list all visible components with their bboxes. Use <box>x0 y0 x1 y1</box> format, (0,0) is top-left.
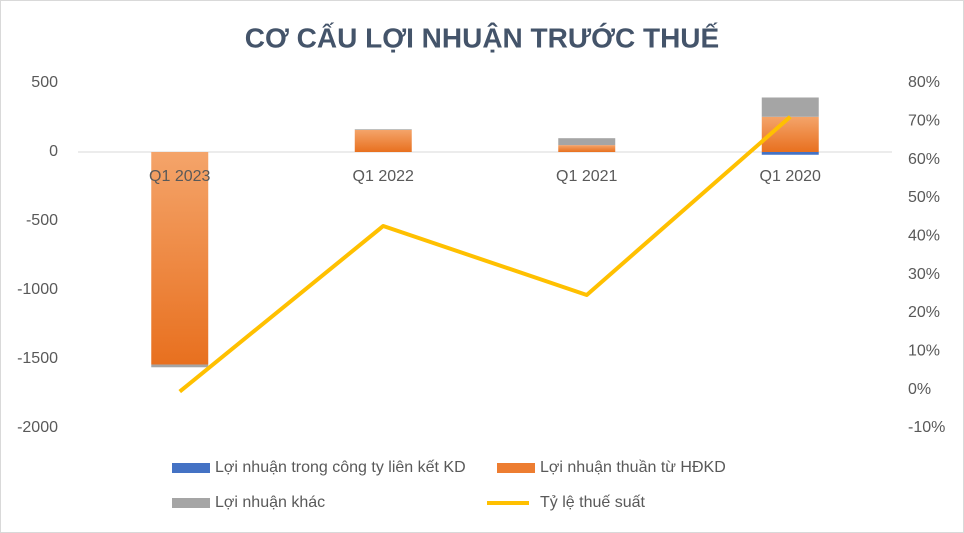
bar <box>151 152 209 365</box>
y2-tick-label: 30% <box>908 266 940 283</box>
y-tick-label: -2000 <box>17 419 58 436</box>
y2-tick-label: 80% <box>908 74 940 91</box>
y2-tick-label: 0% <box>908 381 931 398</box>
y2-tick-label: 50% <box>908 189 940 206</box>
bar <box>354 129 412 130</box>
y-tick-label: 500 <box>31 74 58 91</box>
bar <box>761 97 819 117</box>
y-tick-label: 0 <box>49 143 58 160</box>
line <box>178 115 792 394</box>
y-tick-label: -1000 <box>17 281 58 298</box>
x-tick-label: Q1 2020 <box>760 168 821 185</box>
bar <box>761 152 819 155</box>
y2-tick-label: 20% <box>908 304 940 321</box>
legend-swatch <box>172 463 210 473</box>
y-tick-label: -1500 <box>17 350 58 367</box>
bar <box>558 145 616 152</box>
y2-tick-label: 40% <box>908 228 940 245</box>
legend-label: Lợi nhuận khác <box>215 494 325 511</box>
x-tick-label: Q1 2023 <box>149 168 210 185</box>
legend-swatch <box>172 498 210 508</box>
y2-tick-label: -10% <box>908 419 945 436</box>
bar <box>151 364 209 368</box>
y2-tick-label: 10% <box>908 343 940 360</box>
bar <box>558 138 616 146</box>
legend-swatch <box>497 463 535 473</box>
y2-tick-label: 70% <box>908 113 940 130</box>
chart-title: CƠ CẤU LỢI NHUẬN TRƯỚC THUẾ <box>245 22 719 53</box>
legend-label: Lợi nhuận thuần từ HĐKD <box>540 459 726 476</box>
x-tick-label: Q1 2022 <box>353 168 414 185</box>
y-tick-label: -500 <box>26 212 58 229</box>
bar <box>354 129 412 152</box>
x-tick-label: Q1 2021 <box>556 168 617 185</box>
legend-label: Lợi nhuận trong công ty liên kết KD <box>215 459 466 476</box>
y2-tick-label: 60% <box>908 151 940 168</box>
legend-label: Tỷ lệ thuế suất <box>540 494 646 511</box>
